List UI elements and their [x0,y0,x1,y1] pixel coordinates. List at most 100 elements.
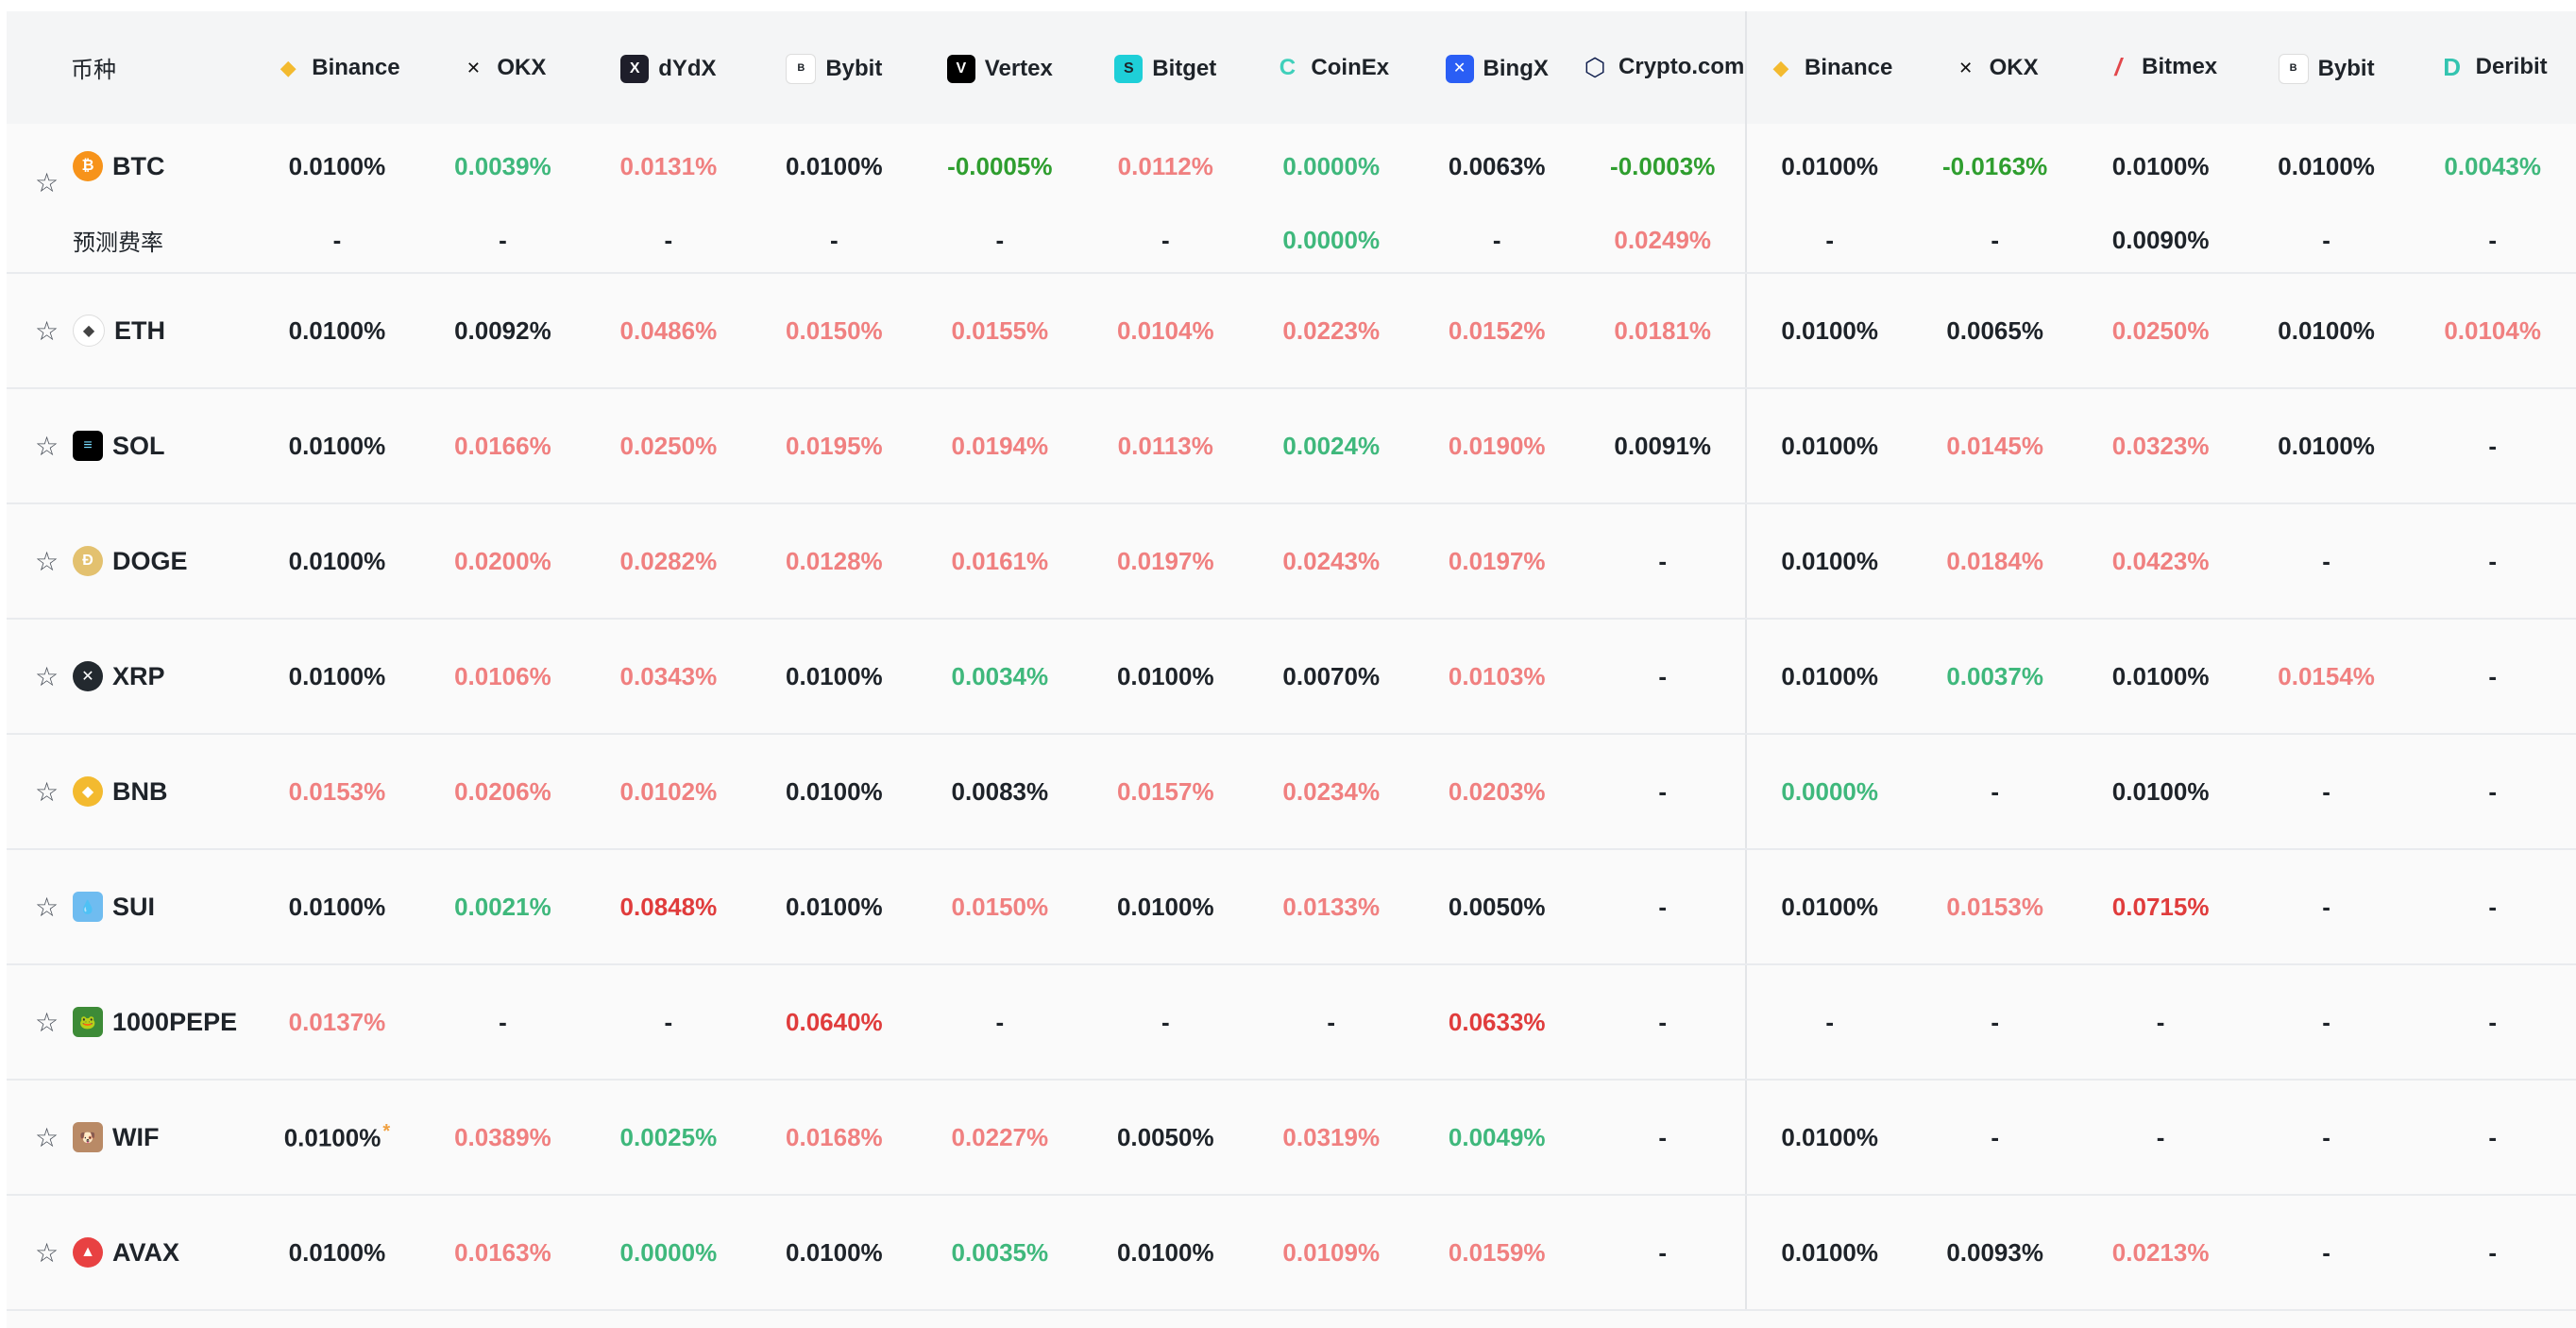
funding-rate-cell[interactable]: 0.0848% [585,849,752,965]
funding-rate-cell[interactable]: - [2243,1195,2410,1311]
favorite-star-icon[interactable]: ☆ [35,1237,59,1268]
funding-rate-cell[interactable]: 0.0389% [419,1080,586,1196]
funding-rate-cell[interactable]: - [2409,388,2576,504]
funding-rate-cell[interactable]: - [1911,964,2078,1081]
funding-rate-cell[interactable]: 0.0100% [1745,619,1912,735]
funding-rate-cell[interactable]: 0.0100% [254,124,419,209]
funding-rate-cell[interactable]: 0.0100% [1745,849,1912,965]
funding-rate-cell[interactable]: 0.0100% [2077,619,2244,735]
funding-rate-cell[interactable]: 0.0090% [2077,209,2244,274]
funding-rate-cell[interactable]: 0.0100% * [254,1080,420,1196]
funding-rate-cell[interactable]: - [1082,209,1249,274]
favorite-star-icon[interactable]: ☆ [35,661,59,691]
coin-symbol[interactable]: BNB [112,776,168,806]
funding-rate-cell[interactable]: 0.0100% [254,388,420,504]
funding-rate-cell[interactable]: 0.0050% [1082,1080,1249,1196]
funding-rate-cell[interactable]: - [1579,1195,1747,1311]
favorite-star-icon[interactable]: ☆ [35,1122,59,1152]
funding-rate-cell[interactable]: 0.0100% [2077,734,2244,850]
funding-rate-cell[interactable]: 0.0194% [917,388,1083,504]
funding-rate-cell[interactable]: 0.0103% [1414,619,1580,735]
table-row-xrp[interactable]: ☆ ✕ XRP 0.0100% 0.0106% 0.0343% 0.0100% 0.0034%… [7,619,2576,735]
exchange-header-bybit[interactable]: B Bybit [752,11,917,124]
exchange-header-cryptocom[interactable]: ⬡ Crypto.com [1580,11,1747,124]
funding-rate-cell[interactable]: 0.0323% [2077,388,2244,504]
funding-rate-cell[interactable]: 0.0152% [1414,273,1580,389]
funding-rate-cell[interactable]: 0.0153% [1911,849,2078,965]
funding-rate-cell[interactable]: - [1579,503,1747,620]
funding-rate-cell[interactable]: 0.0213% [2077,1195,2244,1311]
funding-rate-cell[interactable]: - [2409,849,2576,965]
funding-rate-cell[interactable]: 0.0000% [1248,124,1414,209]
funding-rate-cell[interactable]: - [419,209,586,274]
funding-rate-cell[interactable]: 0.0150% [917,849,1083,965]
funding-rate-cell[interactable]: - [2409,619,2576,735]
funding-rate-cell[interactable]: - [2409,503,2576,620]
favorite-star-icon[interactable]: ☆ [35,315,59,346]
funding-rate-cell[interactable]: 0.0100% [751,619,918,735]
funding-rate-cell[interactable]: 0.0100% [2243,273,2410,389]
funding-rate-cell[interactable]: 0.0640% [751,964,918,1081]
table-row-sol[interactable]: ☆ ≡ SOL 0.0100% 0.0166% 0.0250% 0.0195% 0.0194%… [7,388,2576,504]
table-row-sui[interactable]: ☆ 💧 SUI 0.0100% 0.0021% 0.0848% 0.0100% 0.0150%… [7,849,2576,965]
funding-rate-cell[interactable]: -0.0003% [1580,124,1747,209]
funding-rate-cell[interactable]: 0.0319% [1248,1080,1415,1196]
exchange-header-okx[interactable]: ✕ OKX [420,11,585,124]
coin-symbol[interactable]: WIF [112,1122,160,1151]
funding-rate-cell[interactable]: - [585,964,752,1081]
funding-rate-cell[interactable]: - [1414,209,1580,274]
funding-rate-cell[interactable]: - [2077,1080,2244,1196]
exchange-header-bybit[interactable]: B Bybit [2244,11,2409,124]
funding-rate-cell[interactable]: 0.0065% [1911,273,2078,389]
table-row-bnb[interactable]: ☆ ◆ BNB 0.0153% 0.0206% 0.0102% 0.0100% 0.0083%… [7,734,2576,850]
funding-rate-cell[interactable]: 0.0282% [585,503,752,620]
funding-rate-cell[interactable]: 0.0093% [1911,1195,2078,1311]
table-row-eth[interactable]: ☆ ◆ ETH 0.0100% 0.0092% 0.0486% 0.0150% 0.0155%… [7,273,2576,389]
funding-rate-cell[interactable]: 0.0155% [917,273,1083,389]
funding-rate-cell[interactable]: 0.0100% [1082,849,1249,965]
favorite-star-icon[interactable]: ☆ [35,892,59,922]
funding-rate-cell[interactable]: 0.0100% [1082,1195,1249,1311]
funding-rate-cell[interactable]: - [2409,1080,2576,1196]
funding-rate-cell[interactable]: 0.0197% [1082,503,1249,620]
funding-rate-cell[interactable]: 0.0039% [420,124,585,209]
coin-column-header[interactable]: 币种 [71,58,116,83]
coin-symbol[interactable]: DOGE [112,546,188,575]
exchange-header-bitmex[interactable]: / Bitmex [2077,11,2243,124]
funding-rate-cell[interactable]: -0.0163% [1912,124,2077,209]
coin-symbol[interactable]: XRP [112,661,165,690]
funding-rate-cell[interactable]: - [419,964,586,1081]
coin-symbol[interactable]: ETH [114,315,165,345]
funding-rate-cell[interactable]: 0.0100% [1745,124,1912,209]
funding-rate-cell[interactable]: - [2243,849,2410,965]
funding-rate-cell[interactable]: 0.0195% [751,388,918,504]
funding-rate-cell[interactable]: 0.0163% [419,1195,586,1311]
funding-rate-cell[interactable]: 0.0184% [1911,503,2078,620]
funding-rate-cell[interactable]: - [2077,964,2244,1081]
funding-rate-cell[interactable]: - [585,209,752,274]
table-row-avax[interactable]: ☆ ▲ AVAX 0.0100% 0.0163% 0.0000% 0.0100% 0.0035… [7,1195,2576,1311]
funding-rate-cell[interactable]: 0.0100% [254,1195,420,1311]
funding-rate-cell[interactable]: 0.0200% [419,503,586,620]
exchange-header-binance[interactable]: ◆ Binance [1745,11,1912,124]
funding-rate-cell[interactable]: 0.0100% [254,273,420,389]
exchange-header-binance[interactable]: ◆ Binance [254,11,419,124]
funding-rate-cell[interactable]: 0.0024% [1248,388,1415,504]
funding-rate-cell[interactable]: 0.0091% [1579,388,1747,504]
exchange-header-bitget[interactable]: S Bitget [1083,11,1248,124]
funding-rate-cell[interactable]: - [1745,209,1912,274]
funding-rate-cell[interactable]: 0.0049% [1414,1080,1580,1196]
funding-rate-cell[interactable]: 0.0137% [254,964,420,1081]
exchange-header-okx[interactable]: ✕ OKX [1912,11,2077,124]
funding-rate-cell[interactable]: 0.0131% [585,124,751,209]
funding-rate-cell[interactable]: - [1579,1080,1747,1196]
funding-rate-cell[interactable]: - [917,209,1083,274]
funding-rate-cell[interactable]: - [1579,734,1747,850]
table-row-wif[interactable]: ☆ 🐶 WIF 0.0100% * 0.0389% 0.0025% 0.0168% 0.0227… [7,1080,2576,1196]
funding-rate-cell[interactable]: 0.0112% [1083,124,1248,209]
favorite-star-icon[interactable]: ☆ [35,1007,59,1037]
exchange-header-bingx[interactable]: ✕ BingX [1414,11,1579,124]
funding-rate-cell[interactable]: - [1579,964,1747,1081]
funding-rate-cell[interactable]: 0.0100% [751,1195,918,1311]
